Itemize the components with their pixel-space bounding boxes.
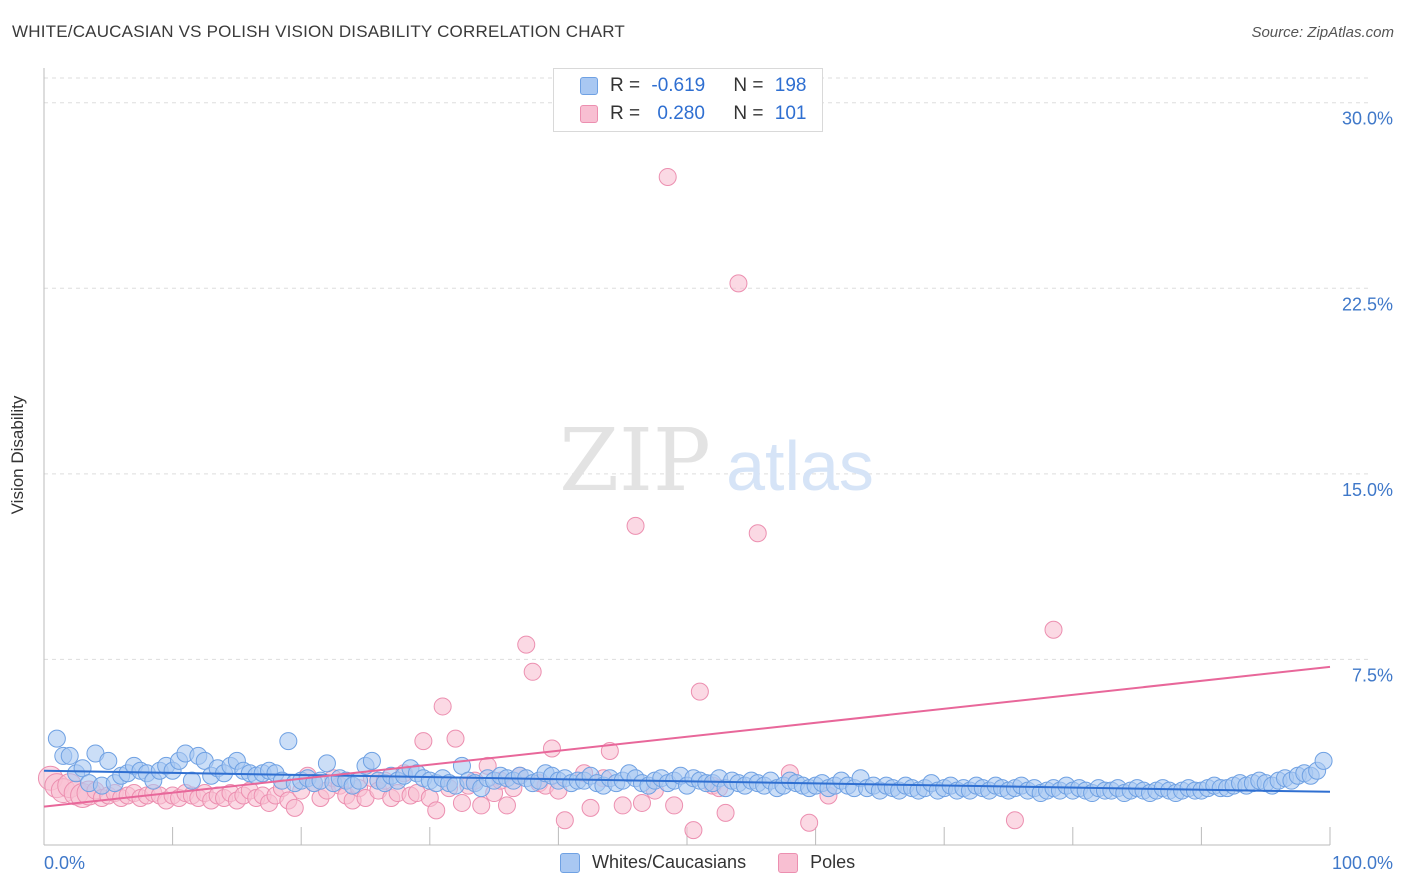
poles-point-101 — [1005, 811, 1024, 830]
poles-point-78 — [542, 739, 561, 758]
legend-swatch-pink — [580, 105, 598, 123]
watermark: ZIP atlas — [559, 411, 874, 511]
correlation-legend: R = -0.619 N = 198 R = 0.280 N = 101 — [553, 68, 823, 132]
poles-point-87 — [632, 793, 651, 812]
poles-point-75 — [523, 662, 542, 681]
y-tick-label-2: 22.5% — [1342, 294, 1393, 314]
whites-point-21 — [182, 771, 201, 790]
poles-point-71 — [497, 796, 516, 815]
grid-lines — [44, 77, 1370, 660]
x-tick-label-0: 0.0% — [44, 853, 85, 873]
r-label: R = — [610, 103, 646, 124]
poles-point-67 — [472, 796, 491, 815]
n-label: N = — [733, 103, 769, 124]
whites-point-4 — [73, 759, 92, 778]
r-value: -0.619 — [651, 75, 706, 96]
poles-point-61 — [433, 697, 452, 716]
poles-point-86 — [626, 516, 645, 535]
poles-point-102 — [1044, 620, 1063, 639]
x-tick-label-1: 100.0% — [1332, 853, 1393, 873]
poles-point-96 — [729, 274, 748, 293]
poles-point-38 — [285, 798, 304, 817]
poles-point-64 — [452, 793, 471, 812]
legend-item-poles[interactable]: Poles — [778, 852, 855, 873]
legend-row-poles: R = 0.280 N = 101 — [580, 101, 806, 127]
poles-point-91 — [690, 682, 709, 701]
legend-swatch-pink — [778, 852, 799, 873]
chart-title: WHITE/CAUCASIAN VS POLISH VISION DISABIL… — [12, 22, 625, 41]
whites-point-42 — [317, 754, 336, 773]
n-value: 198 — [774, 75, 807, 96]
watermark-atlas: atlas — [726, 427, 874, 505]
poles-point-95 — [716, 803, 735, 822]
poles-trend-line — [43, 665, 1331, 808]
y-tick-label-3: 30.0% — [1342, 109, 1393, 129]
poles-point-89 — [658, 167, 677, 186]
poles-point-90 — [665, 796, 684, 815]
poles-point-84 — [600, 741, 619, 760]
poles-point-74 — [517, 635, 536, 654]
r-label: R = — [610, 75, 646, 96]
y-axis-label: Vision Disability — [8, 395, 27, 515]
poles-point-63 — [446, 729, 465, 748]
whites-point-197 — [1314, 751, 1333, 770]
whites-point-36 — [279, 732, 298, 751]
n-value: 101 — [774, 103, 807, 124]
poles-points — [37, 167, 1063, 840]
poles-point-99 — [800, 813, 819, 832]
legend-label-poles: Poles — [810, 852, 856, 872]
tick-labels: 7.5% 15.0% 22.5% 30.0% 0.0% 100.0% — [44, 109, 1393, 873]
source-label: Source: ZipAtlas.com — [1251, 24, 1394, 41]
legend-swatch-blue — [560, 852, 580, 873]
legend-label-whites: Whites/Caucasians — [592, 852, 747, 872]
y-tick-label-0: 7.5% — [1352, 665, 1393, 685]
poles-point-58 — [414, 732, 433, 751]
whites-point-2 — [60, 746, 79, 765]
poles-point-60 — [427, 801, 446, 820]
axes — [43, 68, 1331, 846]
legend-swatch-blue — [580, 77, 598, 95]
whites-trend-line — [43, 769, 1331, 793]
watermark-zip: ZIP — [559, 411, 711, 511]
whites-point-0 — [47, 729, 66, 748]
y-tick-label-1: 15.0% — [1342, 480, 1393, 500]
n-label: N = — [733, 75, 769, 96]
legend-item-whites[interactable]: Whites/Caucasians — [560, 852, 746, 873]
whites-point-49 — [362, 751, 381, 770]
poles-point-85 — [613, 796, 632, 815]
poles-point-80 — [555, 811, 574, 830]
trend-lines — [43, 665, 1331, 808]
whites-point-8 — [99, 751, 118, 770]
legend-row-whites: R = -0.619 N = 198 — [580, 73, 806, 99]
r-value: 0.280 — [657, 103, 705, 124]
poles-point-82 — [581, 798, 600, 817]
poles-point-97 — [748, 524, 767, 543]
poles-point-92 — [684, 821, 703, 840]
series-legend: Whites/Caucasians Poles — [560, 852, 887, 873]
